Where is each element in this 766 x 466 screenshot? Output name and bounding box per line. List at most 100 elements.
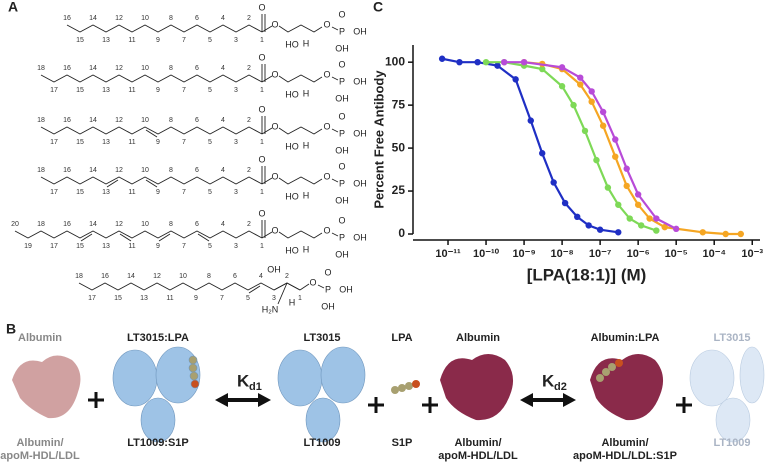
carbon-number: 13 — [102, 87, 110, 94]
atom-label: OH — [353, 232, 367, 242]
panel-label: C — [373, 0, 383, 15]
atom-label: HO — [285, 191, 299, 201]
carbon-number: 11 — [166, 295, 173, 302]
data-point — [520, 58, 528, 66]
carbon-number: 1 — [260, 87, 264, 94]
data-point — [577, 81, 584, 88]
protein-label: Albumin/ — [16, 437, 63, 449]
carbon-number: 3 — [234, 139, 238, 146]
chart: 0 25 50 75 100 10⁻¹¹ 10⁻¹⁰ 10⁻⁹ 10⁻⁸ 10⁻⁷ 10⁻⁶ 10⁻⁵… — [371, 45, 763, 284]
head-bonds — [261, 64, 339, 83]
y-axis-label: Percent Free Antibody — [371, 70, 386, 209]
carbon-number: 18 — [75, 273, 83, 280]
carbon-number: 2 — [247, 167, 251, 174]
carbon-number: 9 — [194, 295, 198, 302]
x-tick-label: 10⁻⁸ — [550, 248, 573, 260]
carbon-number: 2 — [285, 273, 289, 280]
atom-label: OH — [335, 195, 349, 205]
data-point — [577, 74, 584, 81]
atom-label: OH — [353, 128, 367, 138]
carbon-number: 11 — [128, 139, 135, 146]
carbon-number: 10 — [141, 167, 149, 174]
carbon-number: 13 — [140, 295, 148, 302]
atom-label: H — [303, 244, 310, 254]
carbon-number: 17 — [50, 87, 58, 94]
y-tick-label: 75 — [392, 97, 406, 111]
double-bond — [145, 179, 158, 188]
carbon-number: 11 — [128, 243, 135, 250]
protein-label: apoM-HDL/LDL:S1P — [573, 450, 677, 462]
double-bond — [197, 233, 210, 242]
data-point — [599, 108, 607, 116]
atom-label: P — [339, 178, 345, 188]
carbon-number: 13 — [102, 243, 110, 250]
carbon-number: 3 — [234, 243, 238, 250]
protein-label: LT1009 — [303, 437, 340, 449]
carbon-number: 2 — [247, 117, 251, 124]
equilibrium-arrows — [215, 393, 576, 407]
atom-label: O — [338, 161, 345, 171]
carbon-number: 15 — [76, 243, 84, 250]
carbon-number: 1 — [260, 37, 264, 44]
data-point — [550, 179, 557, 186]
atom-label: H — [303, 140, 310, 150]
protein-label: LT1009 — [713, 437, 750, 449]
data-point — [599, 122, 607, 129]
carbon-number: 14 — [89, 221, 97, 228]
carbon-number: 12 — [115, 15, 123, 22]
double-bond — [106, 179, 119, 188]
data-point — [588, 98, 595, 105]
carbon-chain — [40, 74, 263, 83]
carbon-number: 18 — [37, 167, 45, 174]
atom-label: O — [338, 215, 345, 225]
carbon-number: 20 — [11, 221, 19, 228]
protein-label: apoM-HDL/LDL — [438, 450, 518, 462]
carbon-number: 4 — [259, 273, 263, 280]
data-point — [615, 201, 622, 208]
carbon-number: 18 — [37, 221, 45, 228]
atom-label: HO — [285, 245, 299, 255]
carbon-number: 2 — [247, 15, 251, 22]
carbon-number: 3 — [272, 295, 276, 302]
carbon-number: 7 — [220, 295, 224, 302]
atom-label: P — [339, 26, 345, 36]
atom-label: P — [339, 76, 345, 86]
carbon-number: 6 — [195, 117, 199, 124]
data-point — [494, 62, 501, 69]
kd-subscript: d1 — [249, 381, 262, 393]
carbon-chain — [40, 126, 263, 135]
protein-label: LT1009:S1P — [127, 437, 189, 449]
x-tick-label: 10⁻¹⁰ — [473, 248, 500, 260]
double-bond — [80, 233, 93, 242]
carbon-number: 4 — [221, 167, 225, 174]
carbon-chain — [14, 230, 263, 239]
data-point — [596, 226, 604, 233]
carbon-number: 9 — [156, 37, 160, 44]
data-point — [634, 201, 642, 208]
albumin — [440, 354, 514, 421]
atom-label: P — [325, 284, 331, 294]
x-axis-label: [LPA(18:1)] (M) — [527, 265, 647, 284]
head-bonds — [261, 220, 339, 239]
carbon-number: 9 — [156, 139, 160, 146]
data-point — [527, 117, 534, 124]
atom-label: O — [338, 59, 345, 69]
head-bonds — [261, 14, 339, 33]
x-tick-label: 10⁻³ — [741, 248, 763, 260]
atom-label: O — [323, 69, 330, 79]
carbon-number: 1 — [298, 295, 302, 302]
antibody-complex — [112, 346, 201, 443]
double-bond — [248, 285, 261, 294]
carbon-number: 12 — [115, 117, 123, 124]
carbon-number: 14 — [89, 117, 97, 124]
carbon-number: 2 — [247, 65, 251, 72]
atom-label: O — [258, 104, 265, 114]
carbon-number: 8 — [207, 273, 211, 280]
carbon-number: 12 — [115, 65, 123, 72]
kd-symbol: K — [542, 371, 555, 390]
carbon-chain — [40, 176, 263, 185]
atom-label: HO — [285, 89, 299, 99]
x-tick-label: 10⁻⁴ — [702, 248, 725, 260]
atom-label: H — [303, 38, 310, 48]
